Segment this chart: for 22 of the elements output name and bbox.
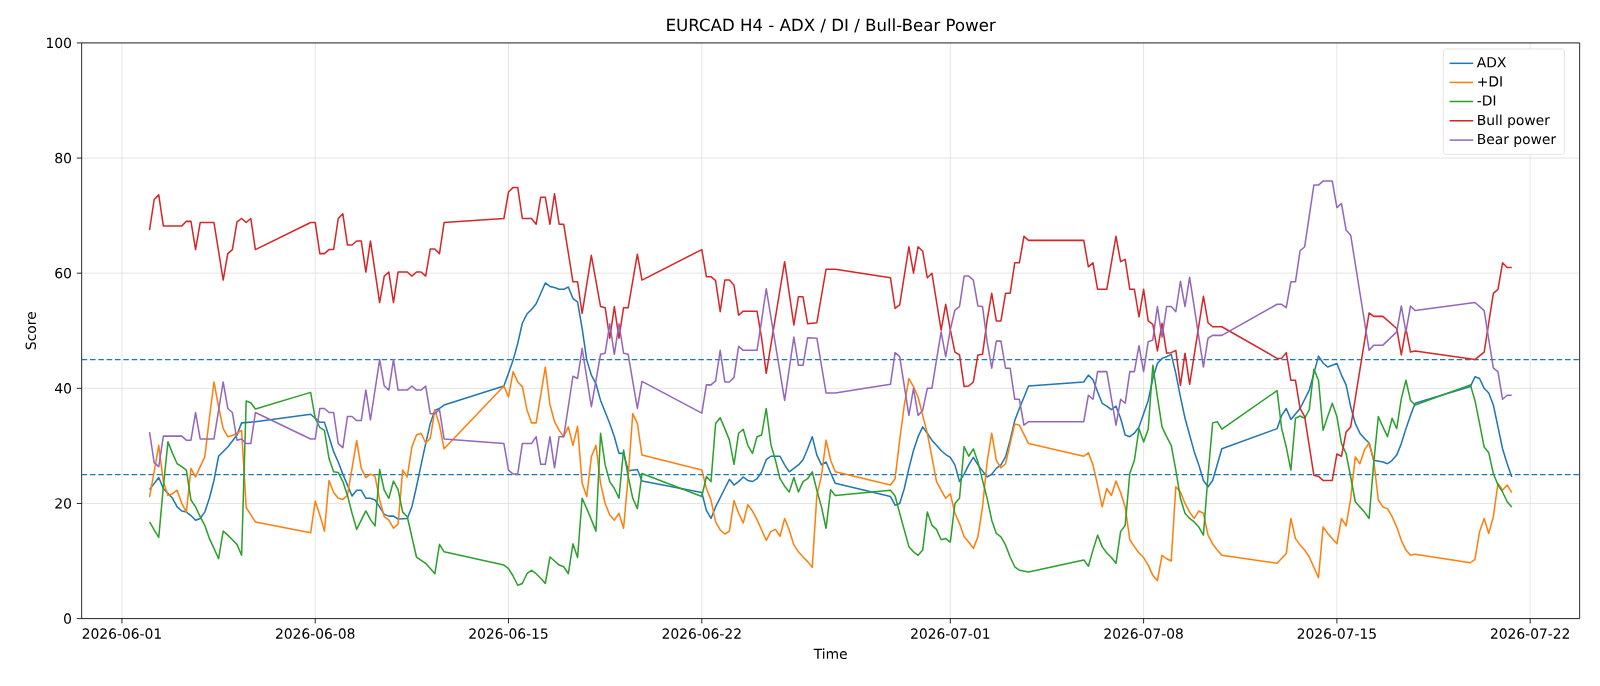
legend-label: Bull power <box>1478 114 1550 128</box>
y-tick-label: 0 <box>64 613 72 624</box>
x-tick-label: 2026-06-08 <box>276 628 355 639</box>
y-tick-label: 40 <box>54 383 72 394</box>
chart-title: EURCAD H4 - ADX / DI / Bull-Bear Power <box>667 18 996 33</box>
y-tick-label: 60 <box>55 267 72 279</box>
x-tick-label: 2026-07-15 <box>1297 628 1376 639</box>
x-tick-label: 2026-06-01 <box>82 628 161 639</box>
x-tick-label: 2026-06-15 <box>469 628 548 639</box>
x-tick-label: 2026-06-22 <box>662 628 741 639</box>
legend-label: ADX <box>1476 57 1506 68</box>
y-tick-label: 100 <box>47 37 72 49</box>
x-axis-title: Time <box>813 648 847 660</box>
legend-label: Bear power <box>1478 134 1557 147</box>
x-tick-label: 2026-07-08 <box>1104 628 1183 639</box>
x-tick-label: 2026-07-01 <box>911 628 990 639</box>
x-tick-label: 2026-07-22 <box>1490 628 1569 639</box>
legend-label: +DI <box>1478 76 1502 87</box>
y-tick-label: 80 <box>55 152 72 164</box>
legend-label: -DI <box>1477 95 1496 106</box>
y-axis-title: Score <box>25 312 37 350</box>
y-tick-label: 20 <box>55 498 72 509</box>
